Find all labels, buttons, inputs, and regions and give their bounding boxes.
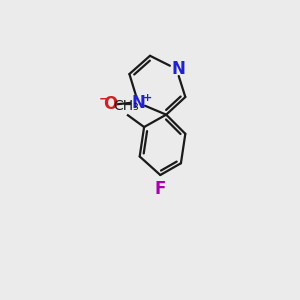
- Text: +: +: [142, 93, 152, 103]
- Text: −: −: [98, 93, 109, 106]
- Text: N: N: [131, 94, 145, 112]
- Text: F: F: [154, 180, 166, 198]
- Text: O: O: [103, 95, 117, 113]
- Text: N: N: [172, 60, 186, 78]
- Text: CH₃: CH₃: [114, 99, 139, 113]
